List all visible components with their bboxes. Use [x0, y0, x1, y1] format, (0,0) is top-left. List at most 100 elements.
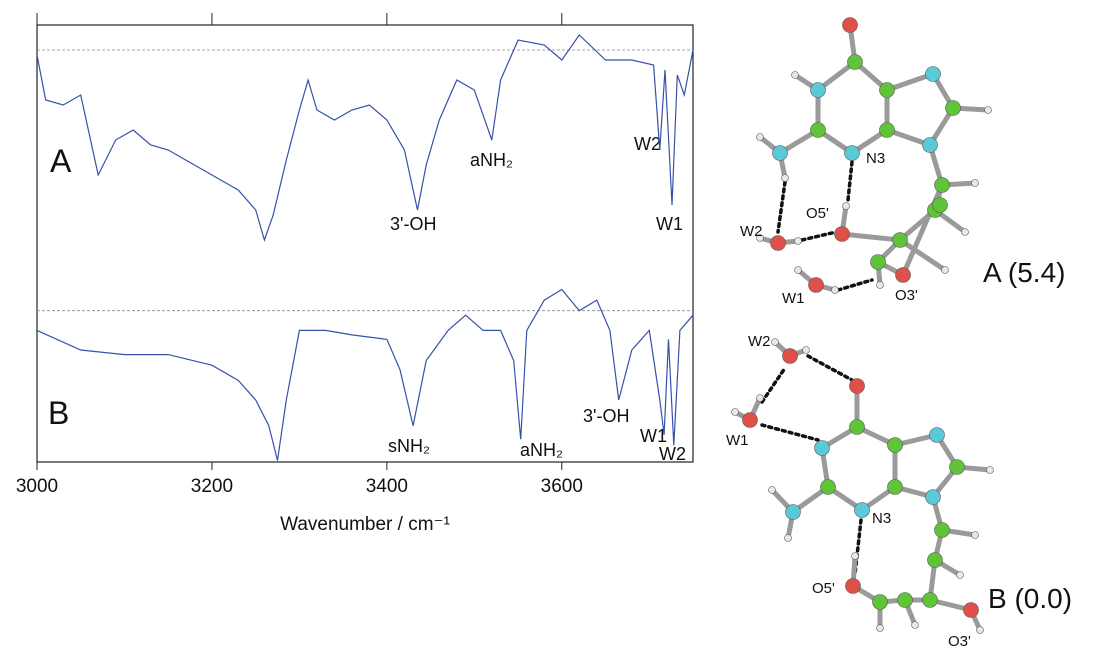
atom — [846, 579, 861, 594]
figure: A B 3'-OH aNH₂ W2 W1 sNH₂ aNH₂ 3'-OH W1 … — [0, 0, 1102, 649]
atom — [803, 347, 810, 354]
atom — [771, 236, 786, 251]
atom — [732, 409, 739, 416]
atom — [972, 180, 979, 187]
atom — [809, 278, 824, 293]
atom — [811, 83, 826, 98]
bond — [842, 234, 900, 240]
atom — [933, 198, 948, 213]
atom — [792, 72, 799, 79]
atom — [896, 268, 911, 283]
atom — [888, 480, 903, 495]
atom — [821, 480, 836, 495]
atom — [782, 175, 789, 182]
x-tick-label: 3200 — [191, 476, 233, 497]
hydrogen-bond — [762, 425, 818, 440]
panel-label: A — [50, 143, 72, 179]
atom — [930, 428, 945, 443]
atom — [950, 460, 965, 475]
atom — [850, 420, 865, 435]
atom — [795, 238, 802, 245]
atom — [873, 595, 888, 610]
annotation: aNH₂ — [470, 150, 513, 170]
atom — [962, 229, 969, 236]
structure-label: B (0.0) — [988, 583, 1072, 614]
atom — [743, 413, 758, 428]
hydrogen-bond — [762, 368, 785, 402]
x-tick-label: 3600 — [541, 476, 583, 497]
atom-label: W2 — [748, 333, 771, 350]
molecular-structures: N3 O5' W2 W1 O3' A (5.4) W2 W1 N3 O5' O3' B (0.0) — [726, 18, 1072, 649]
atom — [772, 339, 779, 346]
atom — [832, 287, 839, 294]
atom — [946, 101, 961, 116]
atom-label: O5' — [806, 205, 829, 222]
atom — [942, 267, 949, 274]
atom — [852, 553, 859, 560]
hydrogen-bond — [802, 232, 836, 240]
atom — [972, 532, 979, 539]
annotation: W2 — [634, 134, 661, 154]
atom-label: O3' — [895, 287, 918, 304]
atom — [964, 603, 979, 618]
atom — [877, 282, 884, 289]
hydrogen-bond — [778, 182, 785, 232]
atom-label: W1 — [782, 290, 805, 307]
atom — [843, 203, 850, 210]
annotation: sNH₂ — [388, 436, 430, 456]
annotation: aNH₂ — [520, 440, 563, 460]
hydrogen-bond — [808, 356, 852, 380]
atom — [871, 255, 886, 270]
hydrogen-bond — [848, 162, 852, 200]
atom — [783, 349, 798, 364]
atom — [928, 553, 943, 568]
spectrum-line — [37, 290, 693, 461]
atom — [795, 267, 802, 274]
x-axis-label: Wavenumber / cm⁻¹ — [280, 514, 450, 535]
atom — [848, 55, 863, 70]
atom — [811, 123, 826, 138]
atom — [923, 138, 938, 153]
atom — [877, 625, 884, 632]
atom — [815, 441, 830, 456]
atom-label: W2 — [740, 223, 763, 240]
atom-label: O5' — [812, 580, 835, 597]
annotation: W1 — [656, 214, 683, 234]
atom — [835, 227, 850, 242]
atom — [880, 123, 895, 138]
atom-label: N3 — [866, 150, 885, 167]
atom — [926, 67, 941, 82]
x-tick-label: 3000 — [16, 476, 58, 497]
atom — [880, 83, 895, 98]
atom — [843, 18, 858, 33]
spectra-chart: A B 3'-OH aNH₂ W2 W1 sNH₂ aNH₂ 3'-OH W1 … — [16, 13, 693, 535]
atom-label: O3' — [948, 633, 971, 649]
atom — [912, 622, 919, 629]
hydrogen-bond — [838, 280, 872, 290]
atom — [935, 523, 950, 538]
atom — [923, 593, 938, 608]
atom — [850, 379, 865, 394]
atom — [786, 505, 801, 520]
atom — [785, 535, 792, 542]
atom — [926, 490, 941, 505]
annotation: W2 — [659, 444, 686, 464]
atom — [898, 593, 913, 608]
atom — [977, 627, 984, 634]
atom — [987, 467, 994, 474]
atom-label: W1 — [726, 432, 749, 449]
atom — [957, 572, 964, 579]
structure-label: A (5.4) — [983, 257, 1065, 288]
atom — [773, 146, 788, 161]
panel-label: B — [48, 395, 69, 431]
atom — [855, 503, 870, 518]
atom — [985, 107, 992, 114]
annotation: 3'-OH — [583, 406, 629, 426]
atom — [845, 146, 860, 161]
atom-label: N3 — [872, 510, 891, 527]
annotation: 3'-OH — [390, 214, 436, 234]
spectrum-line — [37, 35, 693, 240]
atom — [757, 395, 764, 402]
atom — [893, 233, 908, 248]
plot-frame — [37, 25, 693, 462]
